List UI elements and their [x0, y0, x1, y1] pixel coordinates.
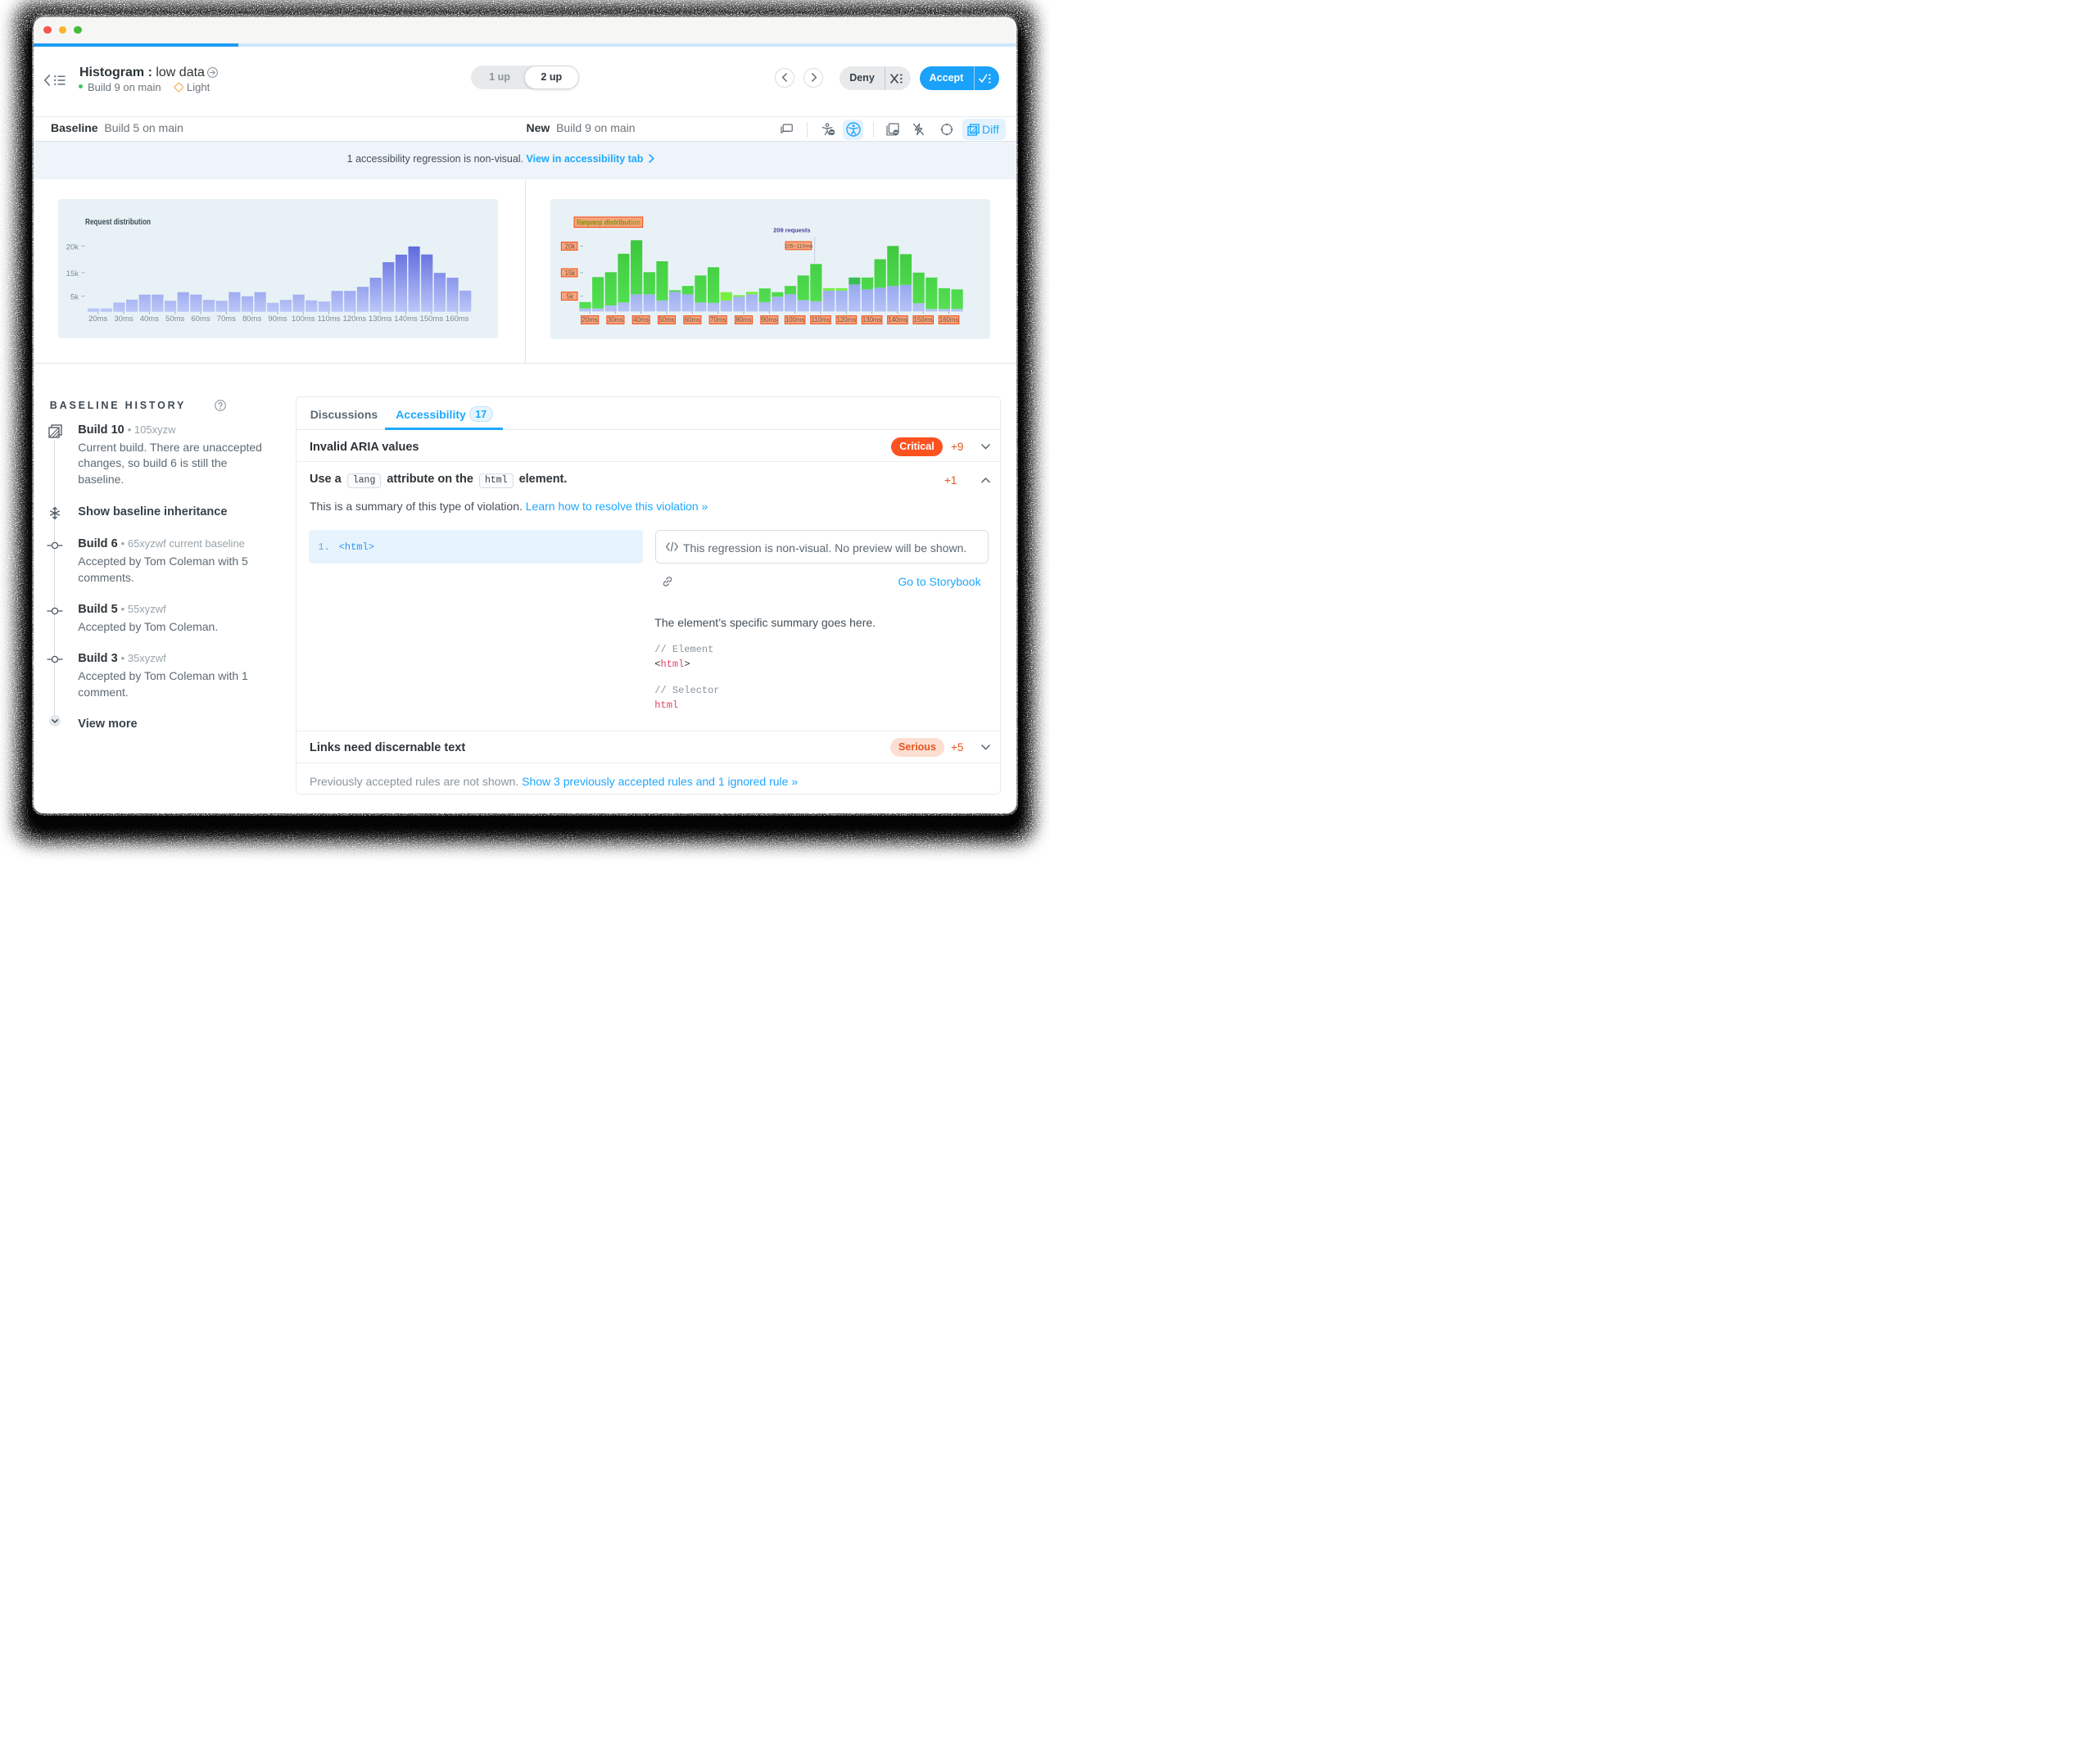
svg-text:5k: 5k: [70, 292, 79, 301]
svg-text:110ms: 110ms: [811, 316, 830, 324]
svg-text:150ms: 150ms: [913, 316, 933, 324]
svg-text:140ms: 140ms: [888, 316, 907, 324]
svg-text:120ms: 120ms: [343, 315, 367, 324]
svg-text:15k: 15k: [564, 269, 575, 277]
svg-text:140ms: 140ms: [394, 315, 418, 324]
svg-text:80ms: 80ms: [242, 315, 261, 324]
svg-text:20k: 20k: [66, 242, 79, 251]
svg-text:100ms: 100ms: [292, 315, 315, 324]
svg-text:110ms: 110ms: [318, 315, 341, 324]
svg-text:80ms: 80ms: [735, 316, 751, 324]
svg-text:160ms: 160ms: [446, 315, 469, 324]
svg-text:20ms: 20ms: [88, 315, 107, 324]
svg-text:Latency distribut: Latency distribut: [577, 218, 631, 227]
svg-text:70ms: 70ms: [710, 316, 726, 324]
svg-text:90ms: 90ms: [761, 316, 776, 324]
svg-text:60ms: 60ms: [684, 316, 699, 324]
svg-text:50ms: 50ms: [659, 316, 674, 324]
svg-text:160ms: 160ms: [939, 316, 958, 324]
svg-text:105–110ms: 105–110ms: [784, 243, 813, 249]
svg-text:40ms: 40ms: [140, 315, 159, 324]
svg-text:20ms: 20ms: [582, 316, 597, 324]
svg-text:120ms: 120ms: [836, 316, 856, 324]
svg-text:100ms: 100ms: [785, 316, 805, 324]
svg-text:30ms: 30ms: [114, 315, 133, 324]
svg-text:Request distribution: Request distribution: [85, 217, 151, 227]
svg-text:130ms: 130ms: [862, 316, 882, 324]
svg-text:40ms: 40ms: [633, 316, 649, 324]
svg-text:50ms: 50ms: [165, 315, 184, 324]
svg-text:150ms: 150ms: [420, 315, 444, 324]
svg-text:Request distribution: Request distribution: [577, 218, 640, 227]
svg-text:209 requests: 209 requests: [773, 226, 810, 233]
svg-text:130ms: 130ms: [369, 315, 392, 324]
svg-text:30ms: 30ms: [607, 316, 622, 324]
svg-text:20k: 20k: [564, 242, 575, 250]
svg-text:90ms: 90ms: [268, 315, 287, 324]
svg-text:60ms: 60ms: [191, 315, 210, 324]
svg-text:70ms: 70ms: [217, 315, 236, 324]
svg-text:5k: 5k: [566, 292, 573, 300]
svg-text:15k: 15k: [66, 269, 79, 278]
